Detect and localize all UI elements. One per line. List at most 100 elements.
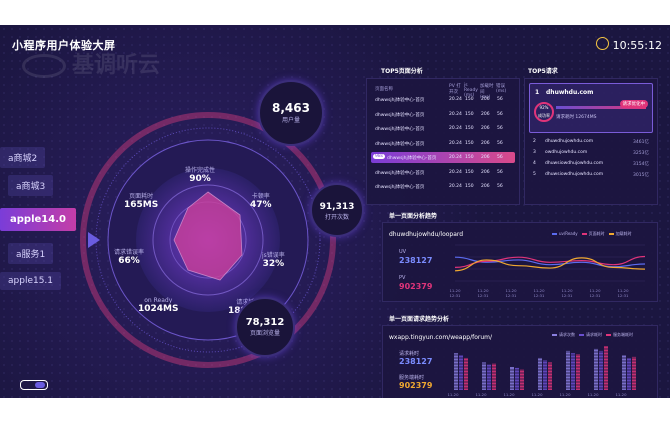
row-name: dhwwsjhj体验中心-首页	[375, 185, 425, 190]
row-cell: 56	[497, 184, 503, 189]
page-trend-chart	[455, 244, 645, 282]
top-request-score: 92% 成功率	[534, 102, 554, 122]
table-row[interactable]: dhwwsjhj体验中心-首页 20.24 150 206 56	[371, 123, 515, 134]
request-rank: 4	[533, 161, 536, 166]
metric-page-time: 页面耗时 165MS	[124, 193, 159, 210]
row-cell: 56	[497, 140, 503, 146]
request-value: 3154亿	[633, 162, 649, 167]
tab-a-service-1[interactable]: a服务1	[8, 243, 54, 264]
bar	[632, 356, 636, 390]
metric-stutter: 卡顿率 47%	[250, 193, 272, 210]
request-domain: dhuwsiowdhujowhdu.com	[545, 161, 604, 166]
tab-a-mall-3[interactable]: a商城3	[8, 175, 54, 196]
row-cell: 20.24	[449, 97, 462, 102]
request-trend-url: wxapp.tingyun.com/weapp/forum/	[389, 334, 493, 341]
watermark-logo-icon	[22, 54, 66, 78]
row-cell: 206	[481, 111, 490, 117]
row-cell: 56	[497, 155, 503, 160]
row-name: dhwwsjhj体验中心-首页	[375, 98, 425, 103]
row-cell: 56	[497, 126, 503, 131]
list-item[interactable]: 4 dhuwsiowdhujowhdu.com 3154亿	[529, 158, 653, 169]
top5-requests-panel: 1 dhuwhdu.com 92% 成功率 请求优化中 请求耗时 12674MS …	[524, 78, 658, 205]
x-tick-label: 11-20 12:31	[617, 288, 629, 298]
request-domain: owdhujowhdu.com	[545, 150, 588, 155]
request-value: 3461亿	[633, 140, 649, 145]
row-cell: 206	[481, 140, 490, 146]
server-time-value: 902379	[399, 381, 433, 390]
request-time-label: 请求耗时	[399, 351, 420, 357]
bar	[464, 357, 468, 390]
table-row[interactable]: dhwwsjhj体验中心-首页 20.24 150 206 56	[371, 109, 515, 120]
table-row[interactable]: dhwwsjhj体验中心-首页 20.24 150 206 56	[371, 167, 515, 178]
bar	[492, 363, 496, 390]
request-trend-title: 单一页面请求趋势分析	[389, 316, 450, 323]
metric-completion: 操作完成性 90%	[185, 167, 216, 184]
x-tick-label: 11-20 12:31	[559, 392, 571, 398]
row-cell: 20.24	[449, 169, 462, 175]
bar	[571, 353, 575, 390]
top-request-bar	[556, 106, 646, 109]
bar	[594, 348, 598, 390]
row-name: dhwwsjhj体验中心-首页	[375, 112, 425, 118]
watermark: 基调听云	[22, 47, 160, 79]
bar	[599, 350, 603, 390]
row-cell: 20.24	[449, 111, 462, 117]
bar	[487, 364, 491, 390]
metric-on-ready: on Ready 1024MS	[138, 297, 179, 314]
metric-js-error: js错误率 32%	[262, 252, 285, 269]
page-trend-url: dhuwdhujowhdu/loopard	[389, 231, 464, 238]
hub-rings	[80, 112, 336, 368]
request-trend-panel: wxapp.tingyun.com/weapp/forum/ 请求耗时 2381…	[382, 325, 658, 398]
pv-value: 902379	[399, 282, 433, 291]
x-tick-label: 11-20 12:31	[533, 288, 545, 298]
page-trend-title: 单一页面分析趋势	[389, 213, 438, 220]
bubble-opens: 91,313 打开次数	[310, 183, 364, 237]
x-tick-label: 11-20 12:31	[615, 392, 627, 398]
row-cell: 20.24	[449, 126, 462, 131]
request-domain: dhuwdhujowhdu.com	[545, 139, 594, 144]
row-cell: 150	[465, 126, 474, 131]
bar	[520, 369, 524, 390]
bar	[566, 350, 570, 390]
list-item[interactable]: 2 dhuwdhujowhdu.com 3461亿	[529, 136, 653, 147]
watermark-text: 基调听云	[72, 53, 161, 78]
list-item[interactable]: 5 dhuwsiowdhujowhdu.com 3015亿	[529, 169, 653, 180]
request-trend-legend: 请求次数 请求耗时 服务端耗时	[548, 332, 633, 338]
tab-apple15[interactable]: apple15.1	[0, 272, 62, 290]
list-item[interactable]: 3 owdhujowhdu.com 3253亿	[529, 147, 653, 158]
bubble-users: 8,463 用户量	[258, 80, 324, 146]
row-cell: 206	[481, 126, 490, 131]
row-name: dhwwsjhj体验中心-首页	[375, 141, 425, 147]
top5-requests-title: TOP5请求	[528, 68, 558, 75]
table-row[interactable]: dhwwsjhj体验中心-首页 20.24 150 206 56	[371, 94, 515, 105]
bubble-pageviews: 78,312 页面浏览量	[235, 297, 295, 357]
bar	[454, 353, 458, 390]
tab-a-mall-2[interactable]: a商城2	[0, 147, 46, 168]
x-tick-label: 11-20 12:31	[449, 288, 461, 298]
row-cell: 20.24	[449, 140, 462, 146]
x-tick-label: 11-20 12:31	[531, 392, 543, 398]
top-request-card[interactable]: 1 dhuwhdu.com 92% 成功率 请求优化中 请求耗时 12674MS	[529, 83, 653, 133]
request-trend-chart	[454, 346, 636, 390]
row-cell: 20.24	[449, 155, 462, 160]
uv-value: 238127	[399, 256, 433, 265]
row-cell: 56	[497, 97, 503, 102]
table-row[interactable]: dhwwsjhj体验中心-首页 20.24 150 206 56	[371, 138, 515, 149]
top-request-domain: dhuwhdu.com	[546, 89, 594, 96]
row-cell: 20.24	[449, 184, 462, 189]
request-time-value: 238127	[399, 357, 433, 366]
clock: 10:55:12	[595, 37, 662, 52]
col-load: 加载时间 (ms)	[480, 84, 494, 100]
page-title: 小程序用户体验大屏	[12, 39, 116, 52]
view-toggle[interactable]	[20, 380, 48, 390]
uv-label: UV	[399, 249, 407, 255]
pv-label: PV	[399, 275, 406, 281]
tab-apple14[interactable]: apple14.0	[0, 208, 76, 231]
top-request-badge: 请求优化中	[619, 100, 648, 108]
table-row[interactable]: dhwwsjhj体验中心-首页 20.24 150 206 56	[371, 181, 515, 192]
bar	[627, 357, 631, 390]
top5-pages-panel: 页面名称 PV 打开次 js Ready (ms) 加载时间 (ms) 错误 (…	[366, 78, 520, 205]
bar	[538, 357, 542, 390]
table-row[interactable]: 98s dhwwsjhj体验中心-首页 20.24 150 206 56	[371, 152, 515, 163]
row-cell: 150	[465, 140, 474, 146]
